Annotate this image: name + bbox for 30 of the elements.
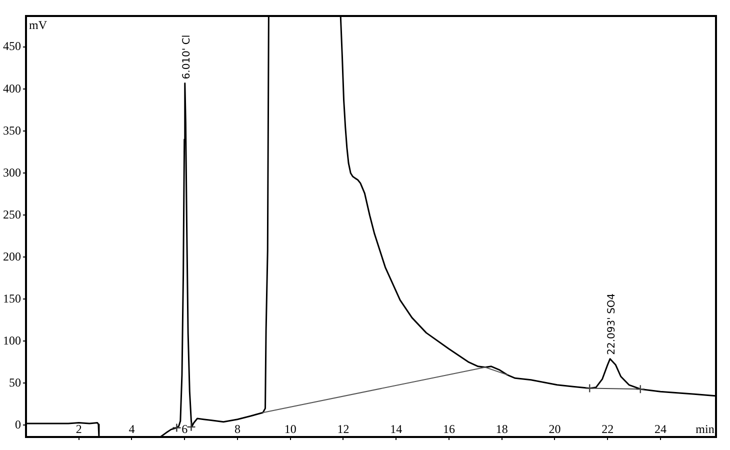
y-tick-label: 100 [3,333,21,348]
point [186,422,196,432]
point [636,384,645,394]
y-tick-label: 350 [3,123,21,138]
y-tick-label: 250 [3,207,21,222]
y-tick-label: 300 [3,165,21,180]
annotation: 22.093' SO4 [606,293,618,355]
x-axis-title: min [696,422,714,436]
x-tick-label: 20 [548,422,561,436]
y-tick-label: 450 [3,39,21,54]
annotation: 6.010' Cl [181,34,192,80]
y-tick-label: 50 [9,375,21,390]
y-tick-label: 200 [3,249,21,264]
x-tick-label: 6 [182,422,188,436]
x-tick-label: 18 [496,422,508,436]
y-tick-label: 0 [15,417,21,432]
x-tick-label: 24 [654,422,666,436]
y-axis-title: mV [29,18,48,32]
x-tick-label: 14 [390,422,402,436]
x-tick-label: 12 [337,422,350,436]
x-tick-label: 16 [442,422,455,436]
point [585,384,594,393]
point [172,423,182,432]
x-tick-label: 2 [76,422,82,436]
x-tick-label: 10 [284,422,296,436]
x-tick-label: 22 [602,422,614,436]
x-tick-label: 8 [234,422,240,436]
y-tick-label: 150 [3,291,21,306]
x-tick-label: 4 [128,422,135,436]
y-tick-label: 400 [3,81,21,96]
